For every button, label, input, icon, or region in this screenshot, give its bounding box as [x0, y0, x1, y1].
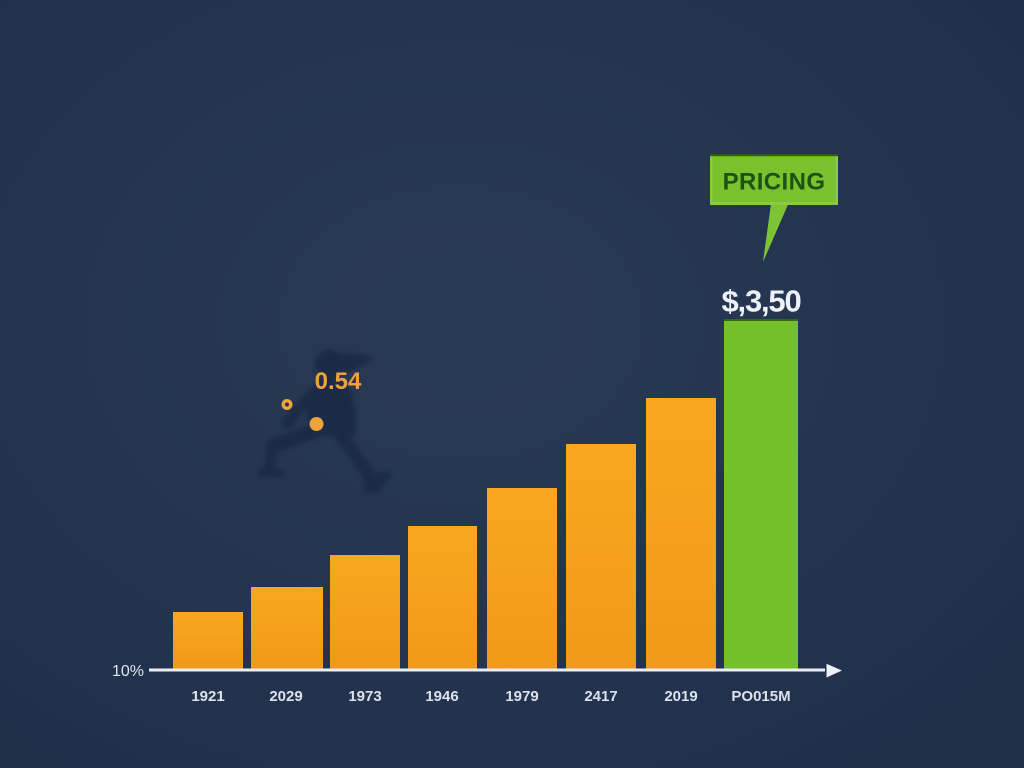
svg-text:PRICING: PRICING	[723, 169, 826, 196]
svg-text:1979: 1979	[505, 688, 538, 705]
svg-text:1921: 1921	[191, 688, 224, 705]
svg-text:10%: 10%	[112, 663, 144, 680]
svg-text:PO015M: PO015M	[731, 688, 790, 705]
svg-text:0.54: 0.54	[315, 368, 362, 395]
svg-text:2019: 2019	[664, 688, 697, 705]
svg-text:1973: 1973	[348, 688, 381, 705]
svg-text:$,3,50: $,3,50	[722, 284, 801, 319]
svg-text:2029: 2029	[269, 688, 302, 705]
svg-text:1946: 1946	[425, 688, 458, 705]
svg-text:2417: 2417	[584, 688, 617, 705]
